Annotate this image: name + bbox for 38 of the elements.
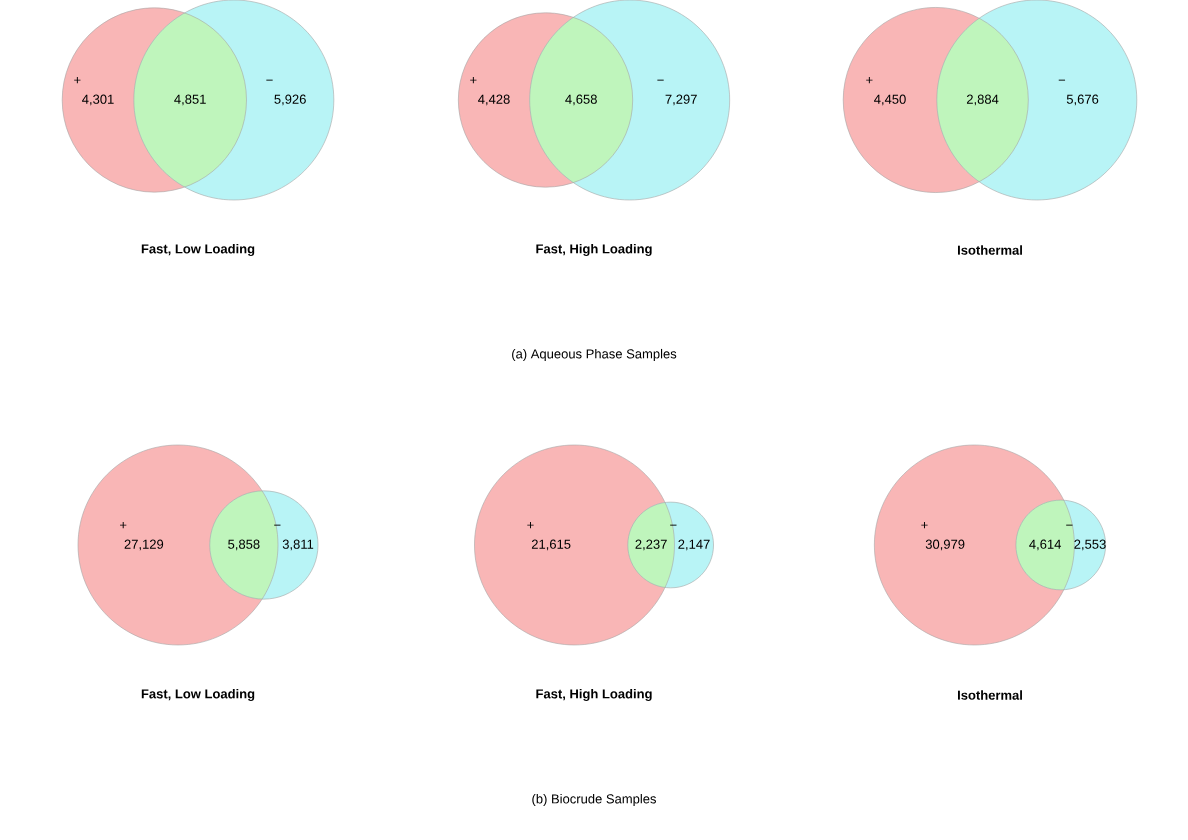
text: Fast, Low Loading (141, 688, 255, 702)
category-label: − (274, 524, 281, 526)
text: Fast, High Loading (536, 688, 652, 702)
data-label: 2,884 (966, 94, 999, 106)
category-label: + (921, 521, 928, 529)
category-label: + (470, 76, 477, 84)
data-label: 3,811 (282, 539, 314, 551)
data-label: 5,676 (1066, 94, 1099, 106)
data-label: 4,614 (1029, 539, 1062, 551)
text: Fast, Low Loading (141, 243, 255, 257)
text: (b) Biocrude Samples (532, 793, 657, 807)
data-label: 30,979 (925, 539, 965, 551)
data-label: 5,858 (228, 539, 260, 551)
text: Isothermal (958, 690, 1022, 700)
data-label: 5,926 (274, 94, 306, 106)
data-label: 21,615 (531, 539, 571, 551)
category-label: − (657, 79, 664, 81)
data-label: 2,237 (635, 539, 667, 551)
category-label: − (670, 524, 677, 526)
category-label: + (120, 521, 127, 529)
text: Isothermal (958, 245, 1022, 255)
data-label: 2,147 (678, 539, 710, 551)
category-label: + (866, 76, 873, 84)
category-label: − (1058, 79, 1066, 81)
category-label: − (1066, 524, 1073, 526)
text: Fast, High Loading (536, 243, 652, 257)
data-label: 4,301 (82, 94, 114, 106)
category-label: + (527, 521, 534, 529)
data-label: 4,428 (478, 94, 510, 106)
data-label: 2,553 (1074, 539, 1106, 551)
data-label: 4,450 (874, 94, 906, 106)
data-label: 7,297 (665, 94, 697, 106)
data-label: 4,851 (174, 94, 206, 106)
text: (a) Aqueous Phase Samples (512, 348, 677, 362)
category-label: − (266, 79, 273, 81)
data-label: 4,658 (565, 94, 597, 106)
category-label: + (74, 76, 81, 84)
data-label: 27,129 (124, 539, 164, 551)
